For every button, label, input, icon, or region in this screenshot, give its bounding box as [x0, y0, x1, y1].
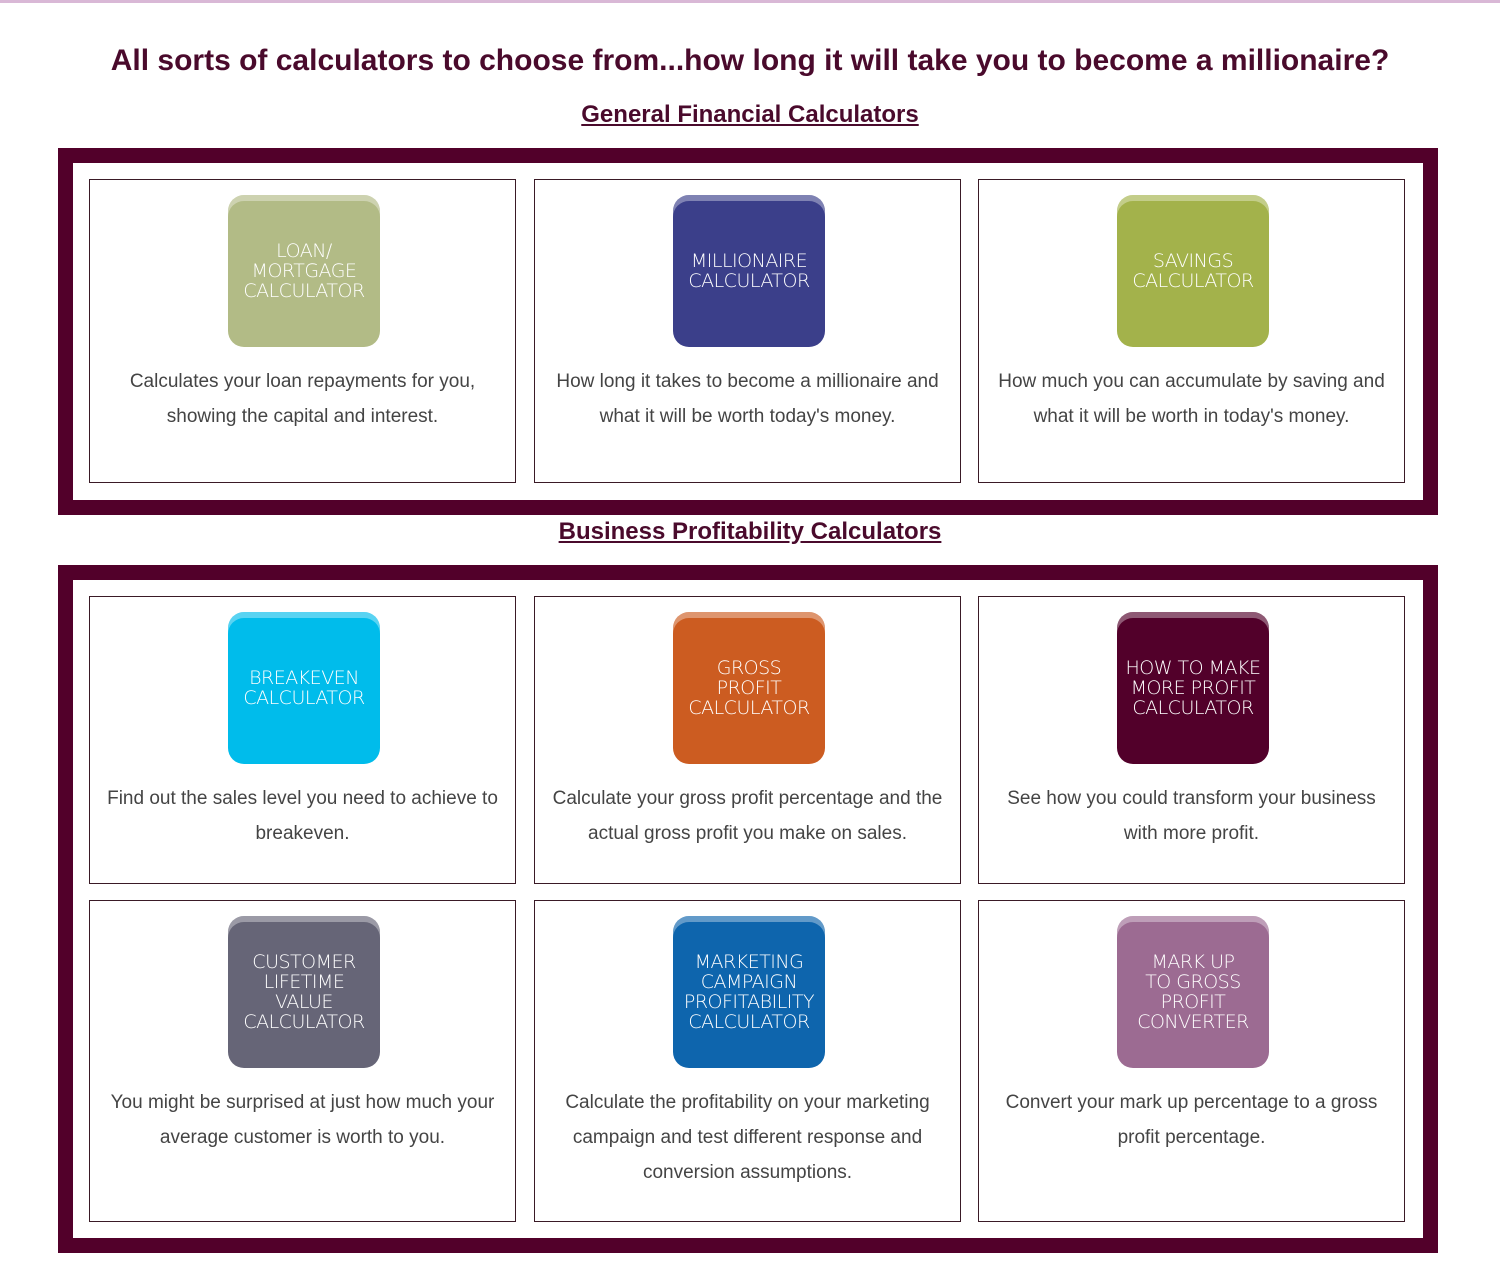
calculator-description: How long it takes to become a millionair… — [556, 371, 939, 427]
calculator-description: Calculate the profitability on your mark… — [565, 1092, 930, 1183]
calculator-button[interactable]: BREAKEVEN CALCULATOR — [228, 612, 380, 764]
calculator-card[interactable]: BREAKEVEN CALCULATOR Find out the sales l… — [89, 596, 516, 884]
page-title: All sorts of calculators to choose from.… — [110, 44, 1390, 77]
business-profitability-link[interactable]: Business Profitability Calculators — [558, 518, 942, 545]
calculator-description: You might be surprised at just how much … — [110, 1092, 495, 1148]
calculator-button[interactable]: CUSTOMER LIFETIME VALUE CALCULATOR — [228, 916, 380, 1068]
calculator-description: Calculate your gross profit percentage a… — [552, 788, 943, 844]
calculator-card[interactable]: HOW TO MAKE MORE PROFIT CALCULATOR See ho… — [978, 596, 1405, 884]
calculator-card[interactable]: CUSTOMER LIFETIME VALUE CALCULATOR You mi… — [89, 900, 516, 1222]
calculator-button[interactable]: HOW TO MAKE MORE PROFIT CALCULATOR — [1117, 612, 1269, 764]
calculator-button[interactable]: SAVINGS CALCULATOR — [1117, 195, 1269, 347]
business-calculators-frame: BREAKEVEN CALCULATOR Find out the sales l… — [58, 565, 1438, 1253]
general-calculators-frame: LOAN/ MORTGAGE CALCULATOR Calculates your… — [58, 148, 1438, 515]
calculator-card[interactable]: MARK UP TO GROSS PROFIT CONVERTER Convert… — [978, 900, 1405, 1222]
top-nav-bar — [0, 0, 1500, 3]
calculator-card[interactable]: MARKETING CAMPAIGN PROFITABILITY CALCULA… — [534, 900, 961, 1222]
calculator-description: Calculates your loan repayments for you,… — [129, 371, 476, 427]
calculator-description: Convert your mark up percentage to a gro… — [1005, 1092, 1378, 1148]
calculator-card[interactable]: MILLIONAIRE CALCULATOR How long it takes … — [534, 179, 961, 483]
general-financial-link[interactable]: General Financial Calculators — [581, 101, 919, 128]
calculator-button[interactable]: GROSS PROFIT CALCULATOR — [673, 612, 825, 764]
section-heading-business: Business Profitability Calculators — [0, 518, 1500, 546]
calculator-card[interactable]: SAVINGS CALCULATOR How much you can accum… — [978, 179, 1405, 483]
calculator-button[interactable]: MARKETING CAMPAIGN PROFITABILITY CALCULA… — [673, 916, 825, 1068]
calculator-description: See how you could transform your busines… — [1007, 788, 1376, 844]
calculator-button[interactable]: MARK UP TO GROSS PROFIT CONVERTER — [1117, 916, 1269, 1068]
section-heading-general: General Financial Calculators — [0, 101, 1500, 129]
calculator-description: How much you can accumulate by saving an… — [998, 371, 1385, 427]
calculator-button[interactable]: MILLIONAIRE CALCULATOR — [673, 195, 825, 347]
calculator-button[interactable]: LOAN/ MORTGAGE CALCULATOR — [228, 195, 380, 347]
calculator-description: Find out the sales level you need to ach… — [107, 788, 498, 844]
calculator-card[interactable]: LOAN/ MORTGAGE CALCULATOR Calculates your… — [89, 179, 516, 483]
calculator-card[interactable]: GROSS PROFIT CALCULATOR Calculate your gr… — [534, 596, 961, 884]
